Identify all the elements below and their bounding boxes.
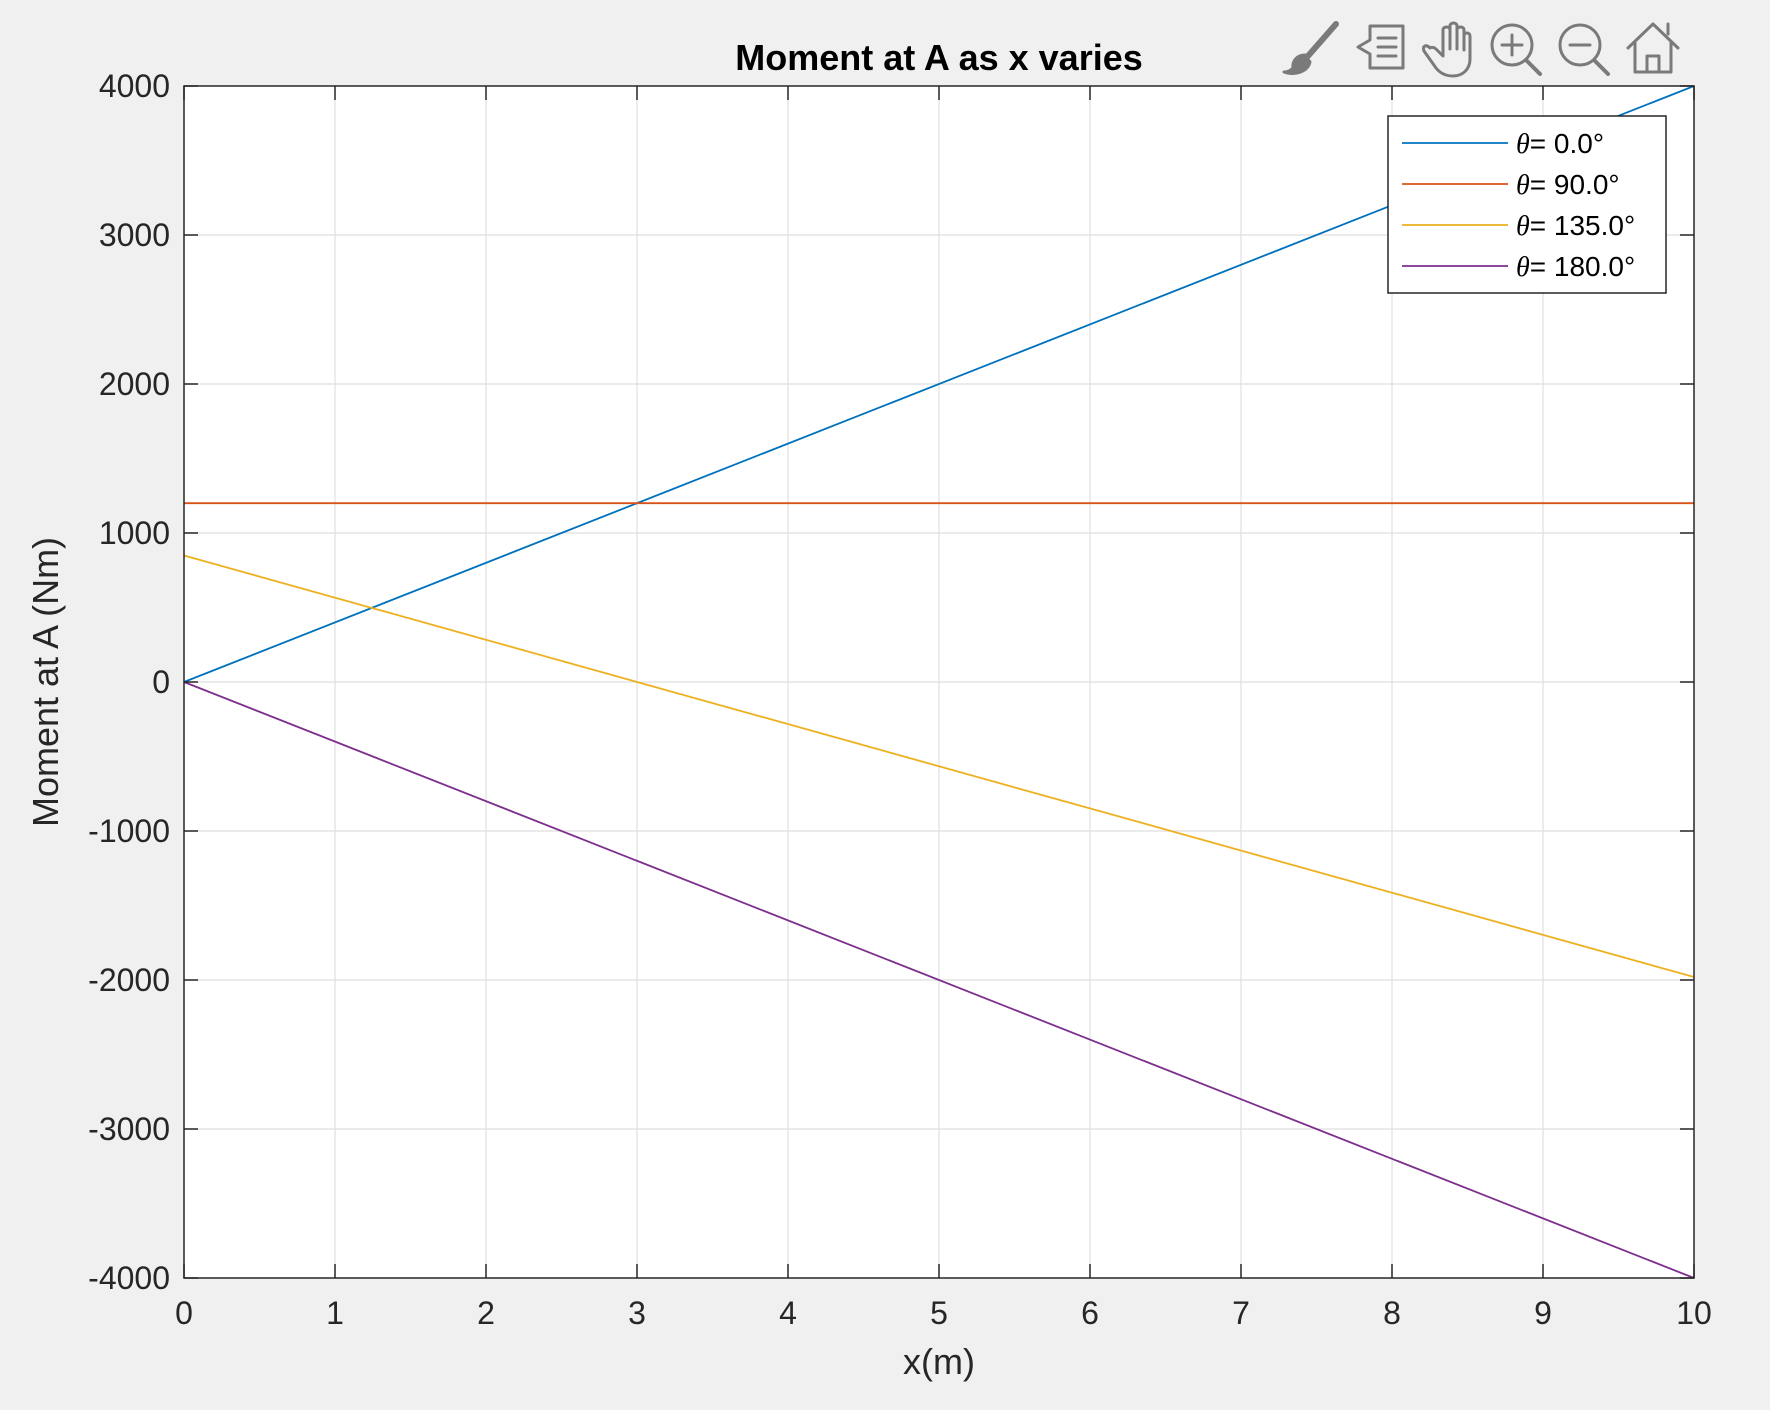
x-tick-label: 5 xyxy=(930,1295,948,1331)
chart-title: Moment at A as x varies xyxy=(735,37,1143,78)
series-line-2 xyxy=(183,554,1695,978)
x-tick-label: 6 xyxy=(1081,1295,1099,1331)
axes-toolbar xyxy=(1282,18,1681,78)
legend-value: = 0.0° xyxy=(1530,128,1604,159)
y-tick-label: 0 xyxy=(152,664,170,700)
y-tick-label: -3000 xyxy=(88,1111,170,1147)
legend-entry-0[interactable]: θ= 0.0° xyxy=(1402,128,1604,160)
zoom-out-icon[interactable] xyxy=(1555,18,1613,76)
legend-value: = 180.0° xyxy=(1530,251,1635,282)
legend-box xyxy=(1387,115,1667,294)
pan-hand-icon[interactable] xyxy=(1419,18,1477,78)
x-tick-label: 0 xyxy=(175,1295,193,1331)
legend[interactable]: θ= 0.0°θ= 90.0°θ= 135.0°θ= 180.0° xyxy=(1387,115,1667,294)
x-tick-label: 7 xyxy=(1232,1295,1250,1331)
x-tick-label: 2 xyxy=(477,1295,495,1331)
y-tick-label: 1000 xyxy=(99,515,170,551)
brush-icon[interactable] xyxy=(1282,18,1341,76)
legend-theta-symbol: θ xyxy=(1516,211,1530,242)
home-icon[interactable] xyxy=(1623,18,1681,76)
legend-label: θ= 135.0° xyxy=(1516,210,1635,242)
data-tips-icon[interactable] xyxy=(1351,18,1409,76)
legend-value: = 90.0° xyxy=(1530,169,1620,200)
x-tick-label: 9 xyxy=(1534,1295,1552,1331)
x-axis-label: x(m) xyxy=(903,1341,975,1382)
legend-value: = 135.0° xyxy=(1530,210,1635,241)
y-tick-label: 4000 xyxy=(99,68,170,104)
legend-label: θ= 180.0° xyxy=(1516,251,1635,283)
legend-label: θ= 90.0° xyxy=(1516,169,1620,201)
legend-entry-3[interactable]: θ= 180.0° xyxy=(1402,251,1635,283)
x-tick-label: 10 xyxy=(1676,1295,1712,1331)
y-tick-label: -4000 xyxy=(88,1260,170,1296)
y-axis-label: Moment at A (Nm) xyxy=(25,537,66,827)
y-tick-label: -2000 xyxy=(88,962,170,998)
zoom-in-icon[interactable] xyxy=(1487,18,1545,76)
legend-theta-symbol: θ xyxy=(1516,129,1530,160)
y-tick-label: 3000 xyxy=(99,217,170,253)
legend-theta-symbol: θ xyxy=(1516,252,1530,283)
legend-label: θ= 0.0° xyxy=(1516,128,1604,160)
y-tick-label: -1000 xyxy=(88,813,170,849)
series-line-3 xyxy=(183,681,1695,1279)
x-tick-label: 8 xyxy=(1383,1295,1401,1331)
x-tick-label: 4 xyxy=(779,1295,797,1331)
legend-entry-2[interactable]: θ= 135.0° xyxy=(1402,210,1635,242)
ticks: 0 1 2 3 4 5 6 7 8 9 10 -4000 -3000 -2000 -1000 0 1000 200… xyxy=(88,68,1712,1331)
x-tick-label: 1 xyxy=(326,1295,344,1331)
y-tick-label: 2000 xyxy=(99,366,170,402)
x-tick-label: 3 xyxy=(628,1295,646,1331)
legend-theta-symbol: θ xyxy=(1516,170,1530,201)
legend-entry-1[interactable]: θ= 90.0° xyxy=(1402,169,1620,201)
